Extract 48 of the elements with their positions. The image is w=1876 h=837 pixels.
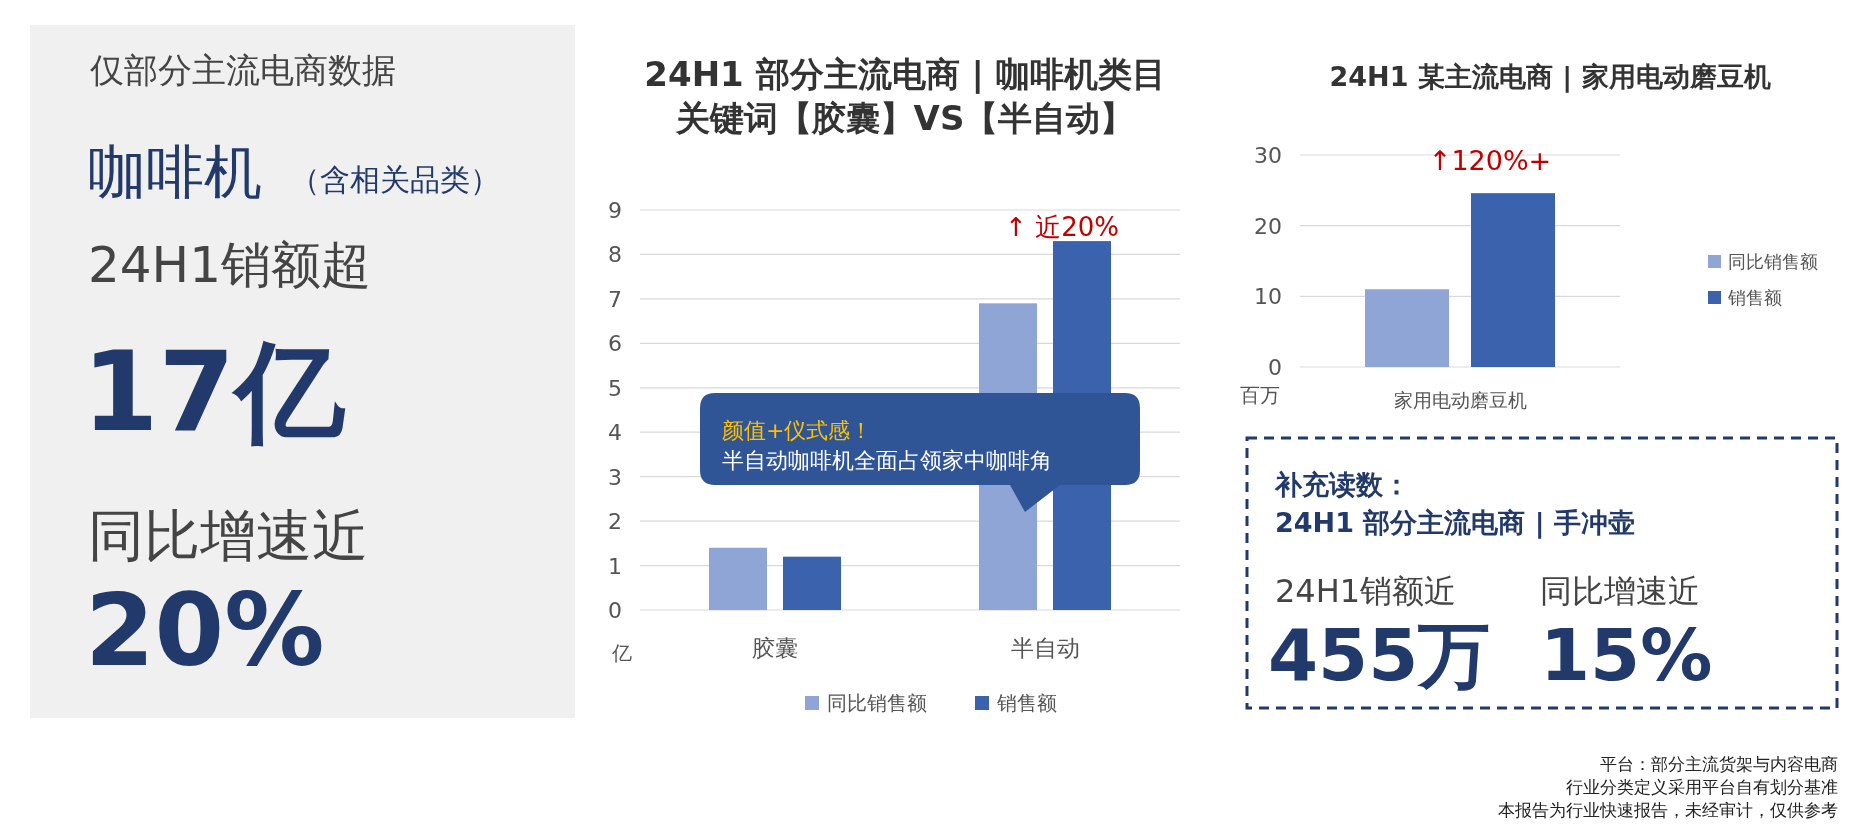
legend-label: 同比销售额 <box>827 691 927 715</box>
y-tick-label: 8 <box>608 242 622 268</box>
text: 24H1 部分主流电商 | 手冲壶 <box>1275 507 1636 539</box>
y-tick-label: 7 <box>608 286 622 312</box>
y-tick-label: 10 <box>1254 284 1282 310</box>
text: 咖啡机 <box>88 138 262 206</box>
legend-label: 同比销售额 <box>1728 251 1818 272</box>
text: 24H1销额近 <box>1275 572 1457 610</box>
bar <box>709 547 767 610</box>
x-tick-label: 胶囊 <box>752 635 798 661</box>
text: 仅部分主流电商数据 <box>90 50 396 90</box>
text: 补充读数： <box>1274 469 1410 500</box>
y-tick-label: 0 <box>1268 355 1282 380</box>
chart-title: 24H1 某主流电商 | 家用电动磨豆机 <box>1329 61 1771 93</box>
y-tick-label: 30 <box>1254 143 1282 168</box>
annotation: 颜值+仪式感！ <box>722 418 873 443</box>
text: （含相关品类） <box>290 162 500 197</box>
text: 行业分类定义采用平台自有划分基准 <box>1566 777 1838 797</box>
chart-title: 24H1 部分主流电商 | 咖啡机类目 <box>644 54 1166 94</box>
y-tick-label: 4 <box>608 420 622 446</box>
y-tick-label: 9 <box>608 198 622 223</box>
y-tick-label: 5 <box>608 375 622 401</box>
annotation: ↑120%+ <box>1428 145 1552 176</box>
text: 24H1销额超 <box>88 236 372 294</box>
text: 455万 <box>1268 613 1491 697</box>
legend-label: 销售额 <box>1727 287 1782 308</box>
y-tick-label: 20 <box>1254 213 1282 239</box>
y-tick-label: 6 <box>608 331 622 357</box>
annotation: 半自动咖啡机全面占领家中咖啡角 <box>722 448 1052 473</box>
y-tick-label: 1 <box>608 553 622 579</box>
text: 同比增速近 <box>88 503 368 568</box>
x-tick-label: 家用电动磨豆机 <box>1393 389 1527 411</box>
text: 20% <box>85 572 325 689</box>
text: 同比增速近 <box>1540 572 1700 610</box>
x-tick-label: 半自动 <box>1010 635 1080 661</box>
annotation: ↑ 近20% <box>1005 212 1119 242</box>
bar <box>783 556 841 610</box>
y-tick-label: 2 <box>608 509 622 535</box>
text: 平台：部分主流货架与内容电商 <box>1600 754 1838 774</box>
text: 15% <box>1540 613 1713 697</box>
legend-label: 销售额 <box>996 691 1057 715</box>
y-axis-title: 亿 <box>611 641 632 665</box>
chart-subtitle: 关键词【胶囊】VS【半自动】 <box>674 98 1135 138</box>
y-tick-label: 0 <box>608 598 622 623</box>
text: 17亿 <box>82 328 347 456</box>
text: 本报告为行业快速报告，未经审计，仅供参考 <box>1498 800 1838 820</box>
y-axis-title: 百万 <box>1240 383 1280 407</box>
y-tick-label: 3 <box>608 464 622 490</box>
